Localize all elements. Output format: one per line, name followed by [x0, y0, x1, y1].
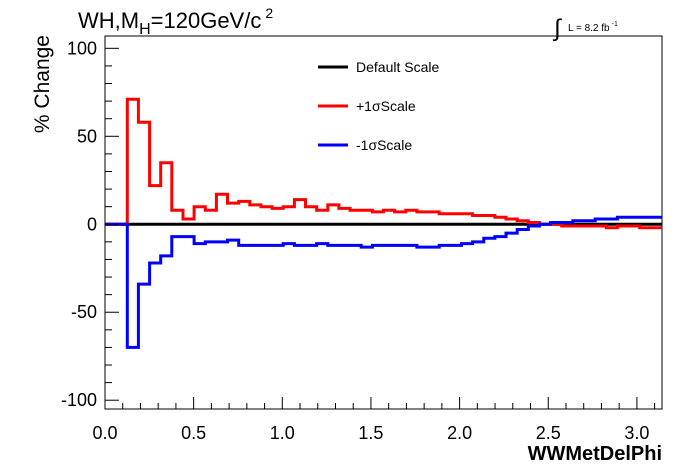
legend-label--1-scale: +1σScale	[356, 98, 416, 114]
plot-frame	[104, 35, 663, 410]
series-layer	[105, 97, 662, 349]
lumi-text: L = 8.2 fb -1	[568, 21, 618, 34]
y-tick-label: 0	[87, 214, 97, 234]
integral-symbol: ∫	[552, 15, 562, 42]
x-tick-label: 1.5	[358, 423, 383, 443]
x-tick-label: 0.0	[92, 423, 117, 443]
chart-title: WH,MH=120GeV/c 2	[78, 5, 273, 38]
legend: Default Scale +1σScale -1σScale	[318, 59, 439, 153]
y-tick-label: 100	[67, 38, 97, 58]
x-tick-label: 3.0	[624, 423, 649, 443]
x-tick-label: 2.0	[447, 423, 472, 443]
x-axis-title: WWMetDelPhi	[528, 443, 662, 465]
title-subscript: H	[139, 21, 151, 38]
series-line--1-scale	[105, 215, 662, 349]
legend-label--1-scale: -1σScale	[356, 137, 412, 153]
legend-label-default-scale: Default Scale	[356, 59, 439, 75]
x-tick-label: 0.5	[181, 423, 206, 443]
tick-layer: 0.0 0.5 1.0 1.5 2.0 2.5 3.0 -100 -50 0 50 100	[61, 38, 656, 443]
y-tick-label: 50	[77, 126, 97, 146]
title-main: WH,M	[78, 8, 139, 33]
title-superscript: 2	[265, 5, 273, 21]
y-tick-label: -100	[61, 390, 97, 410]
lumi-value: L = 8.2 fb	[568, 23, 610, 34]
title-rest: =120GeV/c	[151, 8, 262, 33]
y-tick-label: -50	[71, 302, 97, 322]
x-tick-label: 1.0	[270, 423, 295, 443]
y-axis-title: % Change	[31, 35, 54, 133]
lumi-superscript: -1	[612, 21, 618, 28]
series-line--1-scale	[105, 97, 662, 230]
x-tick-label: 2.5	[536, 423, 561, 443]
